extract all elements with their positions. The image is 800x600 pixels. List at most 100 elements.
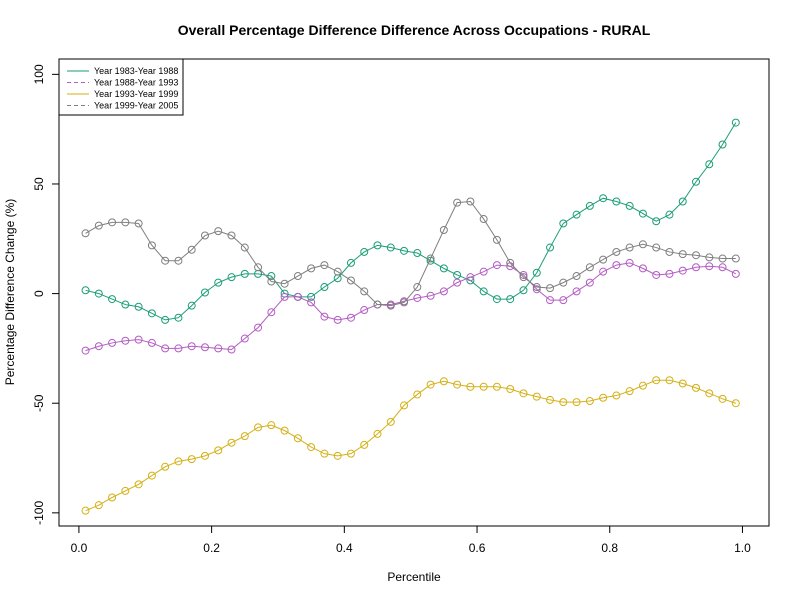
data-point — [546, 284, 555, 293]
data-point — [453, 270, 462, 279]
data-point — [731, 118, 740, 127]
data-point — [718, 254, 727, 263]
data-point — [320, 283, 329, 292]
data-point — [559, 219, 568, 228]
data-point — [625, 258, 634, 267]
data-point — [532, 392, 541, 401]
data-point — [200, 231, 209, 240]
data-point — [532, 285, 541, 294]
data-point — [147, 338, 156, 347]
data-point — [386, 417, 395, 426]
chart-title: Overall Percentage Difference Difference… — [178, 22, 651, 38]
data-point — [360, 440, 369, 449]
legend-label: Year 1983-Year 1988 — [94, 66, 178, 76]
legend-label: Year 1988-Year 1993 — [94, 78, 178, 88]
data-point — [240, 432, 249, 441]
data-point — [320, 261, 329, 270]
data-point — [200, 343, 209, 352]
data-point — [254, 263, 263, 272]
data-point — [293, 272, 302, 281]
data-point — [346, 258, 355, 267]
x-tick-label: 0.6 — [469, 541, 486, 555]
data-point — [307, 298, 316, 307]
data-point — [360, 247, 369, 256]
data-point — [400, 401, 409, 410]
series-3 — [81, 376, 740, 515]
data-point — [400, 298, 409, 307]
data-point — [612, 391, 621, 400]
data-point — [254, 423, 263, 432]
data-point — [612, 197, 621, 206]
data-point — [692, 383, 701, 392]
data-point — [134, 302, 143, 311]
data-point — [705, 262, 714, 271]
data-point — [532, 268, 541, 277]
data-point — [479, 215, 488, 224]
y-tick-label: 0 — [32, 290, 46, 297]
x-axis: 0.0 0.2 0.4 0.6 0.8 1.0 — [71, 526, 751, 555]
data-point — [678, 379, 687, 388]
legend-label: Year 1993-Year 1999 — [94, 89, 178, 99]
data-point — [665, 247, 674, 256]
data-point — [346, 276, 355, 285]
data-point — [293, 292, 302, 301]
data-point — [214, 278, 223, 287]
series-4 — [81, 197, 740, 310]
data-point — [94, 501, 103, 510]
data-point — [240, 334, 249, 343]
data-point — [386, 243, 395, 252]
data-point — [453, 198, 462, 207]
data-point — [333, 451, 342, 460]
plot-frame — [58, 58, 770, 527]
x-tick-label: 1.0 — [734, 541, 751, 555]
data-point — [161, 344, 170, 353]
data-point — [320, 449, 329, 458]
data-point — [559, 398, 568, 407]
y-tick-label: 100 — [32, 64, 46, 84]
data-point — [161, 462, 170, 471]
data-point — [161, 256, 170, 265]
data-point — [187, 455, 196, 464]
data-point — [678, 250, 687, 259]
data-point — [506, 258, 515, 267]
data-point — [227, 231, 236, 240]
data-point — [161, 315, 170, 324]
data-point — [413, 283, 422, 292]
data-point — [373, 429, 382, 438]
series-1 — [81, 118, 740, 324]
data-point — [479, 287, 488, 296]
data-point — [546, 395, 555, 404]
data-point — [267, 272, 276, 281]
series-line — [85, 262, 737, 352]
data-point — [652, 270, 661, 279]
data-point — [187, 245, 196, 254]
data-point — [386, 301, 395, 310]
data-point — [718, 263, 727, 272]
data-point — [307, 264, 316, 273]
data-point — [665, 376, 674, 385]
legend-box — [58, 58, 184, 116]
data-point — [652, 376, 661, 385]
data-point — [426, 380, 435, 389]
data-point — [439, 377, 448, 386]
data-point — [174, 256, 183, 265]
data-point — [519, 389, 528, 398]
data-point — [453, 278, 462, 287]
data-point — [333, 315, 342, 324]
data-point — [546, 296, 555, 305]
data-point — [240, 269, 249, 278]
data-point — [214, 446, 223, 455]
data-point — [373, 300, 382, 309]
data-point — [134, 480, 143, 489]
data-point — [519, 286, 528, 295]
series-line — [85, 379, 736, 512]
data-point — [227, 438, 236, 447]
y-tick-label: -50 — [32, 394, 46, 412]
data-point — [200, 451, 209, 460]
data-point — [492, 382, 501, 391]
data-point — [413, 249, 422, 258]
data-point — [360, 287, 369, 296]
data-point — [718, 394, 727, 403]
data-point — [121, 300, 130, 309]
